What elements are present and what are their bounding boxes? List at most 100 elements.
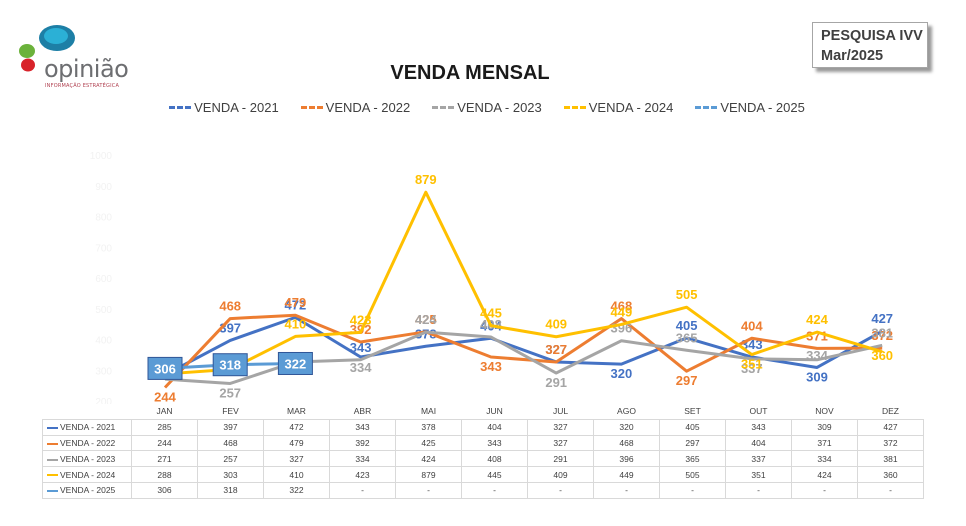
x-tick-label: MAR — [263, 404, 330, 420]
legend-label: VENDA - 2021 — [194, 100, 279, 115]
table-cell: 396 — [593, 450, 660, 468]
table-cell: 320 — [593, 418, 660, 436]
data-label: 479 — [285, 295, 307, 310]
table-cell: - — [329, 481, 396, 499]
table-cell: 360 — [857, 466, 924, 483]
legend-label: VENDA - 2023 — [457, 100, 542, 115]
table-cell: 405 — [659, 418, 726, 436]
data-label: 360 — [871, 348, 893, 363]
table-cell: 334 — [329, 450, 396, 468]
data-label: 372 — [871, 328, 893, 343]
table-cell: 371 — [791, 434, 858, 452]
y-tick-label: 500 — [95, 305, 112, 316]
x-tick-label: JUN — [461, 404, 528, 420]
table-cell: 449 — [593, 466, 660, 483]
table-cell: 392 — [329, 434, 396, 452]
table-cell: 351 — [725, 466, 792, 483]
y-tick-label: 600 — [95, 274, 112, 285]
table-cell: 468 — [593, 434, 660, 452]
data-label: 334 — [806, 348, 828, 363]
row-swatch-icon — [47, 442, 58, 445]
table-cell: 397 — [197, 418, 264, 436]
y-tick-label: 300 — [95, 366, 112, 377]
row-swatch-icon — [47, 490, 58, 493]
y-tick-label: 900 — [95, 182, 112, 193]
data-label: 244 — [154, 389, 176, 404]
legend-swatch-icon — [432, 106, 455, 109]
table-row: VENDA - 2024 288 303 410 423 879 445 409 449 505 3… — [42, 466, 924, 483]
legend-item: VENDA - 2025 — [695, 100, 805, 115]
y-tick-label: 200 — [95, 397, 112, 404]
legend-swatch-icon — [300, 106, 323, 109]
legend-label: VENDA - 2022 — [325, 100, 411, 115]
x-tick-label: NOV — [791, 404, 858, 420]
data-label: 318 — [219, 358, 241, 373]
row-label: VENDA - 2023 — [60, 453, 116, 464]
series-line — [164, 330, 883, 385]
table-cell: - — [857, 481, 924, 499]
table-cell: 424 — [791, 466, 858, 483]
data-label-box — [277, 351, 313, 375]
table-cell: - — [593, 481, 660, 499]
table-cell: 378 — [395, 418, 462, 436]
table-cell: 404 — [461, 418, 528, 436]
data-label: 343 — [350, 340, 372, 355]
table-cell: 365 — [659, 450, 726, 468]
data-label: 343 — [480, 359, 502, 374]
table-cell: 424 — [395, 450, 462, 468]
table-cell: 408 — [461, 450, 528, 468]
row-label: VENDA - 2025 — [60, 485, 116, 496]
data-label: 505 — [676, 287, 698, 302]
table-cell: 288 — [131, 466, 198, 483]
logo-subtitle: INFORMAÇÃO ESTRATÉGICA — [45, 83, 120, 89]
line-chart: 1000900800700600500400300200397472343378… — [90, 151, 893, 404]
table-cell: 404 — [725, 434, 792, 452]
legend-item: VENDA - 2021 — [169, 100, 279, 115]
x-tick-label: JAN — [131, 404, 198, 420]
table-cell: 306 — [131, 481, 198, 499]
data-label: 351 — [741, 357, 763, 372]
table-cell: - — [461, 481, 528, 499]
table-cell: - — [791, 481, 858, 499]
row-header: VENDA - 2023 — [42, 450, 132, 468]
table-cell: 318 — [197, 481, 264, 499]
table-cell: 327 — [527, 418, 594, 436]
data-label: 445 — [480, 306, 502, 321]
data-label: 291 — [545, 375, 567, 390]
data-label: 322 — [285, 356, 307, 371]
legend-label: VENDA - 2024 — [588, 100, 674, 115]
legend-swatch-icon — [695, 106, 718, 109]
table-cell: 409 — [527, 466, 594, 483]
data-label: 306 — [154, 361, 176, 376]
data-label: 405 — [676, 318, 698, 333]
row-label: VENDA - 2021 — [60, 422, 116, 433]
table-cell: 468 — [197, 434, 264, 452]
table-row: VENDA - 2025 306 318 322- - - - - - - - - — [42, 481, 924, 499]
table-cell: 322 — [263, 481, 330, 499]
survey-badge: PESQUISA IVV Mar/2025 — [812, 22, 928, 68]
table-cell: 291 — [527, 450, 594, 468]
series-line — [163, 313, 883, 389]
data-label: 365 — [676, 330, 698, 345]
table-cell: 479 — [263, 434, 330, 452]
data-label: 334 — [350, 360, 372, 375]
x-tick-label: OUT — [725, 404, 792, 420]
data-label: 424 — [415, 312, 437, 327]
data-label: 424 — [806, 312, 828, 327]
legend-item: VENDA - 2024 — [563, 100, 674, 115]
x-tick-label: ABR — [329, 404, 396, 420]
table-cell: 472 — [263, 418, 330, 436]
table-cell: 303 — [197, 466, 264, 483]
table-cell: - — [395, 481, 462, 499]
row-header: VENDA - 2022 — [42, 434, 132, 452]
row-header: VENDA - 2025 — [42, 481, 132, 499]
data-label-box — [212, 353, 248, 377]
logo-text: opinião — [44, 55, 129, 83]
x-tick-label: SET — [659, 404, 726, 420]
table-cell: 372 — [857, 434, 924, 452]
data-label: 327 — [545, 342, 567, 357]
table-cell: 879 — [395, 466, 462, 483]
table-cell: 309 — [791, 418, 858, 436]
legend-label: VENDA - 2025 — [720, 100, 805, 115]
data-label: 371 — [806, 328, 828, 343]
